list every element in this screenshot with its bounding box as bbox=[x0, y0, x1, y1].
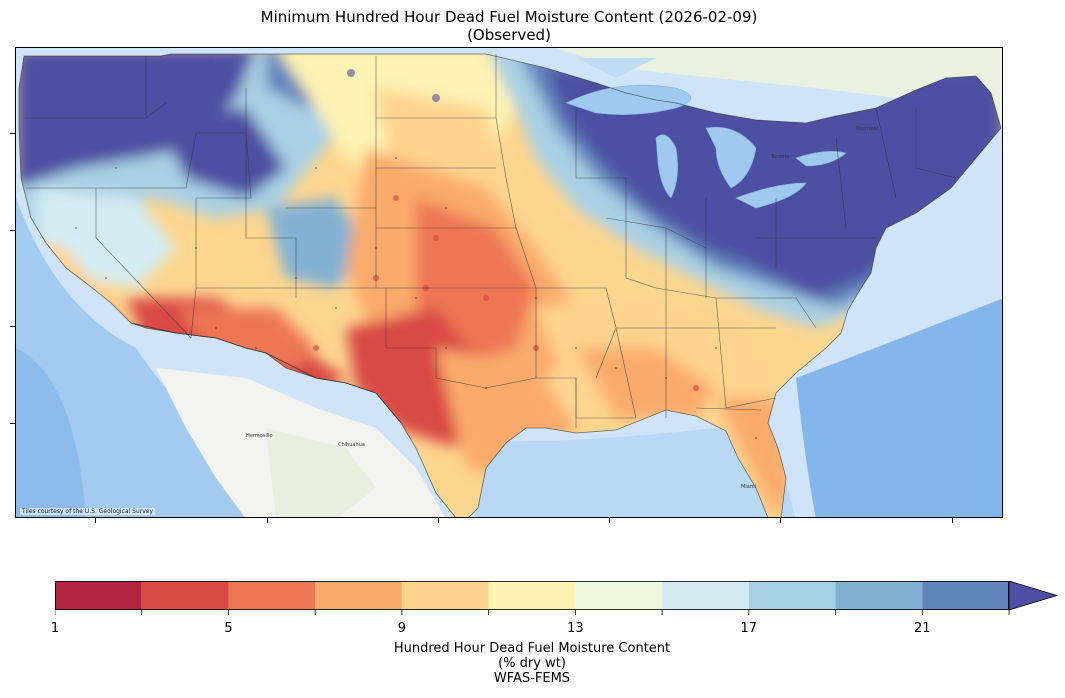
y-tick bbox=[10, 230, 15, 231]
lake-superior bbox=[565, 84, 692, 115]
gulf-of-mexico bbox=[436, 428, 796, 517]
colorbar-tick-label: 9 bbox=[397, 621, 407, 636]
colorbar-tick-label: 1 bbox=[50, 621, 60, 636]
colorbar-bin bbox=[55, 581, 142, 610]
x-tick bbox=[438, 518, 439, 523]
map-panel[interactable]: Chihuahua Hermosillo Montreal Toronto Mi… bbox=[15, 47, 1003, 518]
colorbar-bin bbox=[662, 581, 749, 610]
x-tick bbox=[780, 518, 781, 523]
colorbar-bin bbox=[401, 581, 489, 610]
lake-huron bbox=[705, 126, 757, 189]
chart-title: Minimum Hundred Hour Dead Fuel Moisture … bbox=[15, 8, 1003, 44]
colorbar-bin bbox=[315, 581, 402, 610]
x-tick bbox=[952, 518, 953, 523]
lake-erie bbox=[735, 182, 807, 209]
colorbar-label-line-1: Hundred Hour Dead Fuel Moisture Content bbox=[393, 641, 671, 656]
lake-ontario bbox=[795, 151, 847, 167]
x-tick bbox=[95, 518, 96, 523]
atlantic-ocean bbox=[796, 298, 1002, 517]
colorbar-label-line-3: WFAS-FEMS bbox=[493, 671, 571, 686]
colorbar-outline bbox=[55, 581, 1009, 610]
colorbar-bin bbox=[575, 581, 663, 610]
y-tick bbox=[10, 326, 15, 327]
colorbar bbox=[55, 581, 1059, 615]
canada-land bbox=[556, 48, 1002, 128]
state-boundaries bbox=[24, 54, 957, 428]
title-line-2: (Observed) bbox=[467, 26, 551, 44]
colorbar-label: Hundred Hour Dead Fuel Moisture Content … bbox=[55, 641, 1009, 686]
colorbar-bin bbox=[922, 581, 1009, 610]
svg-text:Miami: Miami bbox=[741, 484, 756, 490]
colorbar-bin bbox=[141, 581, 229, 610]
lake-michigan bbox=[655, 134, 678, 199]
y-tick bbox=[10, 133, 15, 134]
colorbar-tick-label: 5 bbox=[224, 621, 233, 636]
colorbar-label-line-2: (% dry wt) bbox=[498, 656, 566, 671]
colorbar-bin bbox=[835, 581, 923, 610]
x-tick bbox=[609, 518, 610, 523]
colorbar-extend-max bbox=[1008, 581, 1059, 611]
colorbar-bin bbox=[488, 581, 576, 610]
colorbar-bin bbox=[748, 581, 836, 610]
svg-text:Chihuahua: Chihuahua bbox=[338, 442, 365, 448]
y-tick bbox=[10, 423, 15, 424]
colorbar-bin bbox=[228, 581, 316, 610]
svg-text:Hermosillo: Hermosillo bbox=[246, 433, 273, 439]
svg-text:Toronto: Toronto bbox=[770, 154, 789, 160]
colorbar-tick-label: 17 bbox=[740, 621, 758, 636]
svg-text:Montreal: Montreal bbox=[856, 126, 878, 132]
map-attribution: Tiles courtesy of the U.S. Geological Su… bbox=[20, 508, 156, 515]
colorbar-tick-label: 13 bbox=[567, 621, 584, 636]
x-tick bbox=[267, 518, 268, 523]
colorbar-tick-label: 21 bbox=[913, 621, 931, 636]
great-lakes bbox=[565, 84, 847, 209]
title-line-1: Minimum Hundred Hour Dead Fuel Moisture … bbox=[260, 8, 758, 26]
fuel-moisture-map: Chihuahua Hermosillo Montreal Toronto Mi… bbox=[16, 48, 1002, 517]
